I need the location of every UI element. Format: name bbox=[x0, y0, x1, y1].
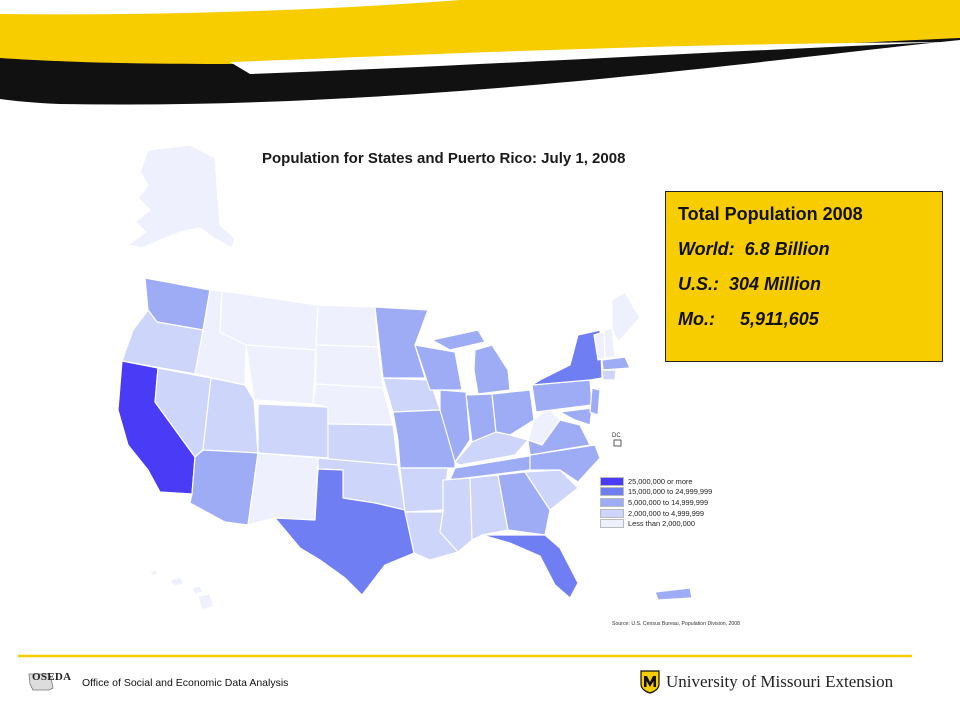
legend-row: Less than 2,000,000 bbox=[600, 518, 712, 529]
total-population-box: Total Population 2008 World: 6.8 Billion… bbox=[665, 191, 943, 362]
state-maryland bbox=[559, 407, 593, 426]
state-new-jersey bbox=[589, 387, 601, 416]
puerto-rico bbox=[654, 587, 693, 601]
legend-row: 5,000,000 to 14,999,999 bbox=[600, 497, 712, 508]
banner-white-streak bbox=[230, 42, 946, 74]
state-georgia bbox=[497, 471, 551, 536]
dc-marker bbox=[613, 439, 622, 447]
university-name: University of Missouri Extension bbox=[666, 672, 894, 691]
state-connecticut bbox=[601, 369, 617, 381]
legend-swatch bbox=[600, 487, 624, 497]
state-michigan bbox=[473, 344, 511, 395]
dc-label: DC bbox=[612, 433, 621, 439]
state-kansas bbox=[327, 423, 399, 466]
legend-label: 5,000,000 to 14,999,999 bbox=[628, 497, 709, 507]
map-source: Source: U.S. Census Bureau, Population D… bbox=[612, 621, 741, 627]
legend-label: 2,000,000 to 4,999,999 bbox=[628, 508, 705, 518]
mo-population: Mo.: 5,911,605 bbox=[678, 309, 819, 329]
state-arizona bbox=[189, 449, 259, 526]
state-michigan-upper bbox=[431, 329, 486, 351]
state-illinois bbox=[439, 389, 471, 463]
legend-swatch bbox=[600, 508, 624, 518]
state-hawaii bbox=[149, 569, 215, 611]
state-colorado bbox=[257, 403, 329, 459]
state-kentucky bbox=[454, 431, 529, 466]
state-alabama bbox=[469, 474, 509, 541]
missouri-state-outline-icon bbox=[28, 673, 54, 691]
legend-row: 2,000,000 to 4,999,999 bbox=[600, 508, 712, 519]
legend-swatch bbox=[600, 476, 624, 486]
info-heading: Total Population 2008 bbox=[678, 204, 863, 224]
state-new-york bbox=[531, 329, 603, 386]
oseda-logo-text: OSEDA bbox=[32, 671, 72, 683]
legend-label: 25,000,000 or more bbox=[628, 476, 693, 486]
legend-label: 15,000,000 to 24,999,999 bbox=[628, 487, 713, 497]
state-minnesota bbox=[374, 306, 429, 379]
state-massachusetts bbox=[601, 356, 631, 371]
office-name: Office of Social and Economic Data Analy… bbox=[82, 677, 289, 689]
world-population: World: 6.8 Billion bbox=[678, 239, 830, 259]
map-title: Population for States and Puerto Rico: J… bbox=[262, 150, 626, 167]
banner-white-top bbox=[0, 0, 460, 15]
state-utah bbox=[202, 377, 259, 454]
legend-label: Less than 2,000,000 bbox=[628, 519, 695, 529]
us-population: U.S.: 304 Million bbox=[678, 274, 822, 294]
state-new-hampshire bbox=[603, 327, 616, 359]
legend-swatch bbox=[600, 519, 624, 529]
state-wisconsin bbox=[414, 344, 463, 391]
state-new-mexico bbox=[247, 452, 319, 526]
state-north-carolina bbox=[529, 444, 601, 483]
state-maine bbox=[611, 291, 641, 343]
state-south-carolina bbox=[524, 469, 579, 511]
state-florida bbox=[481, 534, 579, 599]
state-south-dakota bbox=[315, 344, 384, 389]
map-legend: 25,000,000 or more 15,000,000 to 24,999,… bbox=[600, 476, 712, 529]
legend-swatch bbox=[600, 497, 624, 507]
state-north-dakota bbox=[315, 304, 379, 348]
state-arkansas bbox=[399, 467, 449, 513]
state-wyoming bbox=[245, 344, 317, 405]
mizzou-shield-icon bbox=[640, 670, 660, 694]
state-texas bbox=[274, 468, 415, 596]
legend-row: 15,000,000 to 24,999,999 bbox=[600, 487, 712, 498]
state-ohio bbox=[491, 389, 535, 436]
header-banner bbox=[0, 0, 960, 105]
state-alaska bbox=[127, 144, 236, 249]
legend-row: 25,000,000 or more bbox=[600, 476, 712, 487]
